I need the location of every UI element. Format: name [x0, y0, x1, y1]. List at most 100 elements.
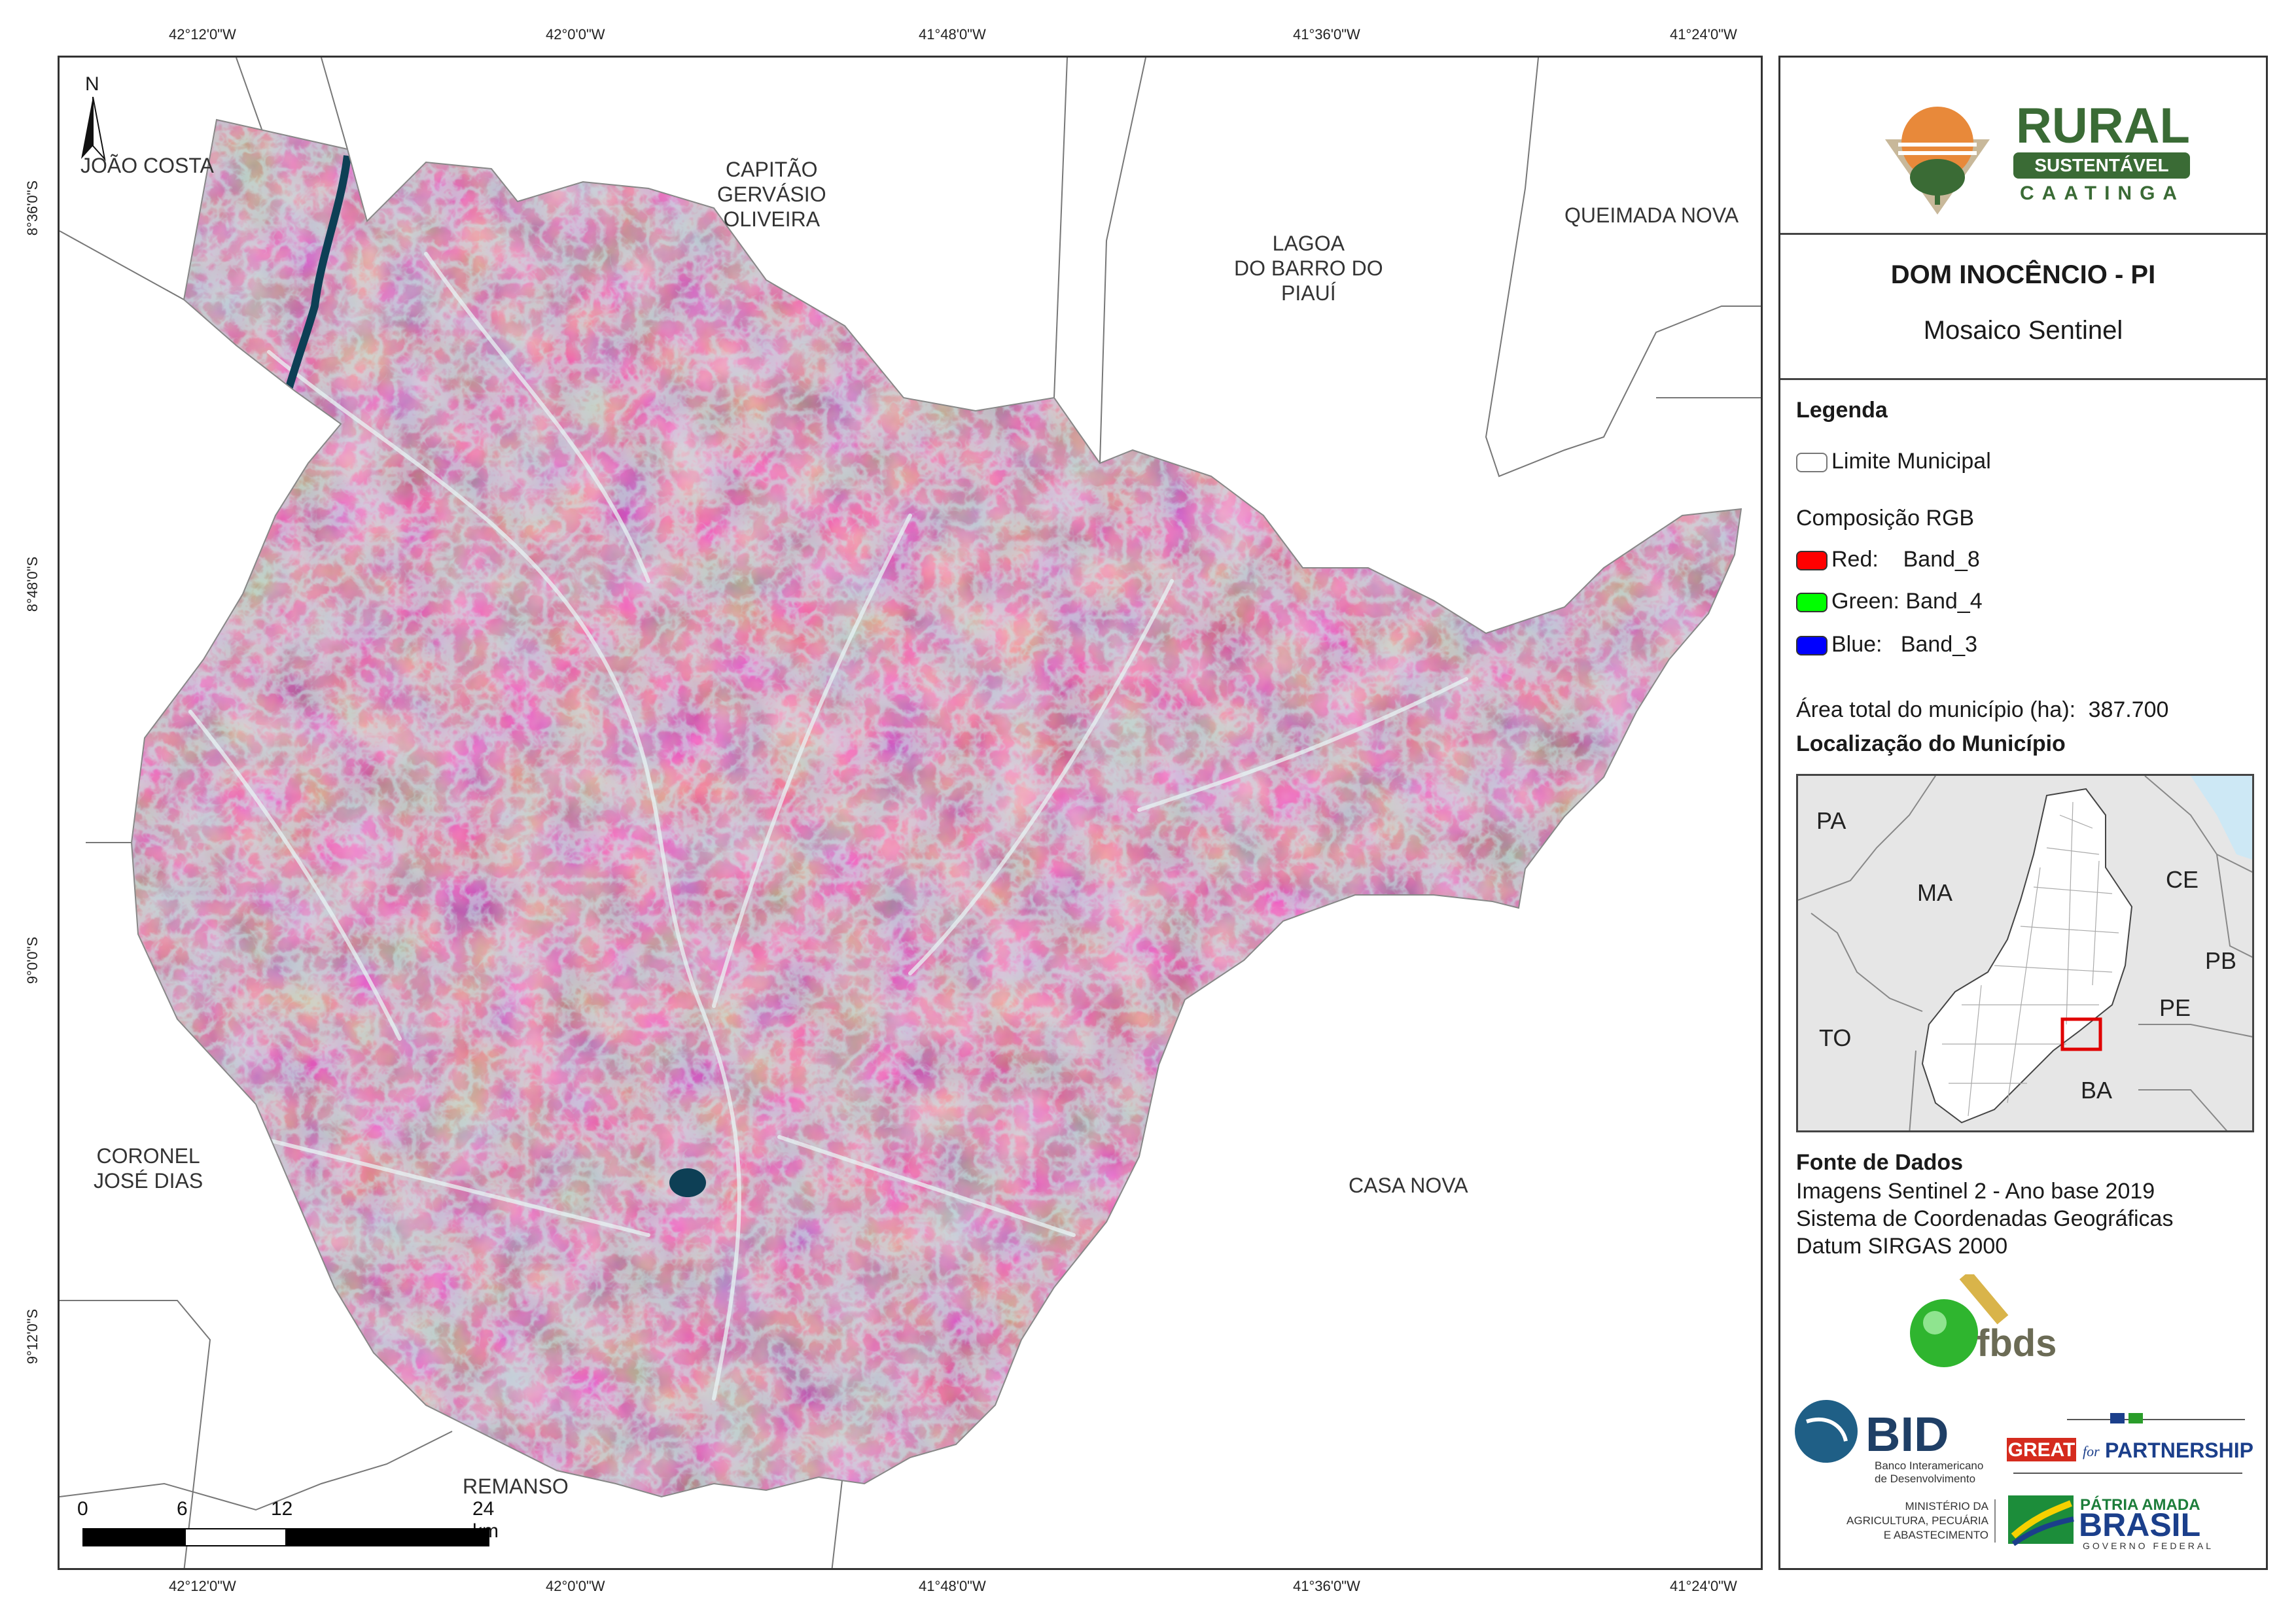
- loc-label-ba: BA: [2081, 1077, 2113, 1104]
- area-total: Área total do município (ha): 387.700: [1796, 697, 2168, 723]
- coord-left-4: 9°12'0"S: [24, 1308, 41, 1365]
- great-partnership-logo: GREAT for PARTNERSHIP: [2007, 1413, 2253, 1474]
- coord-left-2: 8°48'0"S: [24, 556, 41, 612]
- coord-left-1: 8°36'0"S: [24, 180, 41, 236]
- legend-red: Red: Band_8: [1796, 547, 1980, 572]
- scale-segment-1: [82, 1528, 185, 1546]
- coord-top-1: 42°12'0"W: [169, 26, 236, 43]
- side-panel: RURAL SUSTENTÁVEL CAATINGA DOM INOCÊNCIO…: [1778, 56, 2268, 1570]
- svg-text:BID: BID: [1865, 1407, 1949, 1461]
- svg-text:fbds: fbds: [1977, 1322, 2057, 1365]
- green-swatch: [1796, 593, 1828, 613]
- sentinel-mosaic: [132, 120, 1741, 1497]
- locator-highlight: [2060, 1017, 2102, 1051]
- source-line-3: Datum SIRGAS 2000: [1796, 1234, 2008, 1259]
- scale-bar: 0 6 12 24 km: [73, 1498, 518, 1557]
- svg-text:de Desenvolvimento: de Desenvolvimento: [1875, 1473, 1975, 1485]
- source-heading: Fonte de Dados: [1796, 1150, 1964, 1175]
- patria-amada-brasil-logo: PÁTRIA AMADA BRASIL GOVERNO FEDERAL: [2008, 1495, 2214, 1551]
- brand-word: RURAL: [2016, 98, 2190, 154]
- source-line-1: Imagens Sentinel 2 - Ano base 2019: [1796, 1179, 2155, 1204]
- sponsor-logos: fbds BID Banco Interamericano de Desenvo…: [1780, 1270, 2270, 1569]
- municipal-boundaries: [60, 58, 1761, 1568]
- coord-top-4: 41°36'0"W: [1293, 26, 1360, 43]
- municipality-boundary: [130, 118, 1742, 1498]
- svg-text:PÁTRIA AMADA: PÁTRIA AMADA: [2080, 1495, 2200, 1514]
- map-title: DOM INOCÊNCIO - PI: [1890, 260, 2156, 289]
- legend-red-label: Red: Band_8: [1831, 547, 1980, 572]
- loc-label-pb: PB: [2205, 947, 2237, 974]
- label-casa-nova: CASA NOVA: [1349, 1174, 1468, 1197]
- map-canvas: [60, 58, 1761, 1568]
- svg-text:E ABASTECIMENTO: E ABASTECIMENTO: [1884, 1529, 1988, 1541]
- label-lagoa-do-barro: LAGOA DO BARRO DO PIAUÍ: [1234, 231, 1383, 305]
- label-coronel-jose-dias: CORONEL JOSÉ DIAS: [94, 1143, 203, 1193]
- legend-boundary-label: Limite Municipal: [1831, 449, 1991, 474]
- legend-boundary: Limite Municipal: [1796, 449, 1991, 474]
- label-lagoa-line-1: LAGOA: [1272, 232, 1345, 255]
- label-capitao-gervasio-oliveira: CAPITÃO GERVÁSIO OLIVEIRA: [717, 157, 826, 232]
- legend-heading: Legenda: [1796, 398, 1888, 423]
- loc-label-to: TO: [1819, 1024, 1852, 1051]
- loc-label-ce: CE: [2166, 866, 2199, 893]
- panel-divider-1: [1780, 233, 2266, 235]
- label-lagoa-line-3: PIAUÍ: [1281, 281, 1336, 305]
- blue-swatch: [1796, 636, 1828, 656]
- north-arrow-icon: [81, 97, 106, 162]
- source-line-2: Sistema de Coordenadas Geográficas: [1796, 1206, 2174, 1231]
- label-coronel-line-1: CORONEL: [96, 1144, 200, 1168]
- svg-text:PARTNERSHIP: PARTNERSHIP: [2105, 1439, 2253, 1462]
- label-capitao-line-2: GERVÁSIO: [717, 183, 826, 206]
- label-remanso: REMANSO: [463, 1475, 569, 1498]
- coord-left-3: 9°0'0"S: [24, 936, 41, 985]
- svg-text:GOVERNO FEDERAL: GOVERNO FEDERAL: [2083, 1541, 2214, 1551]
- ministerio-logo: MINISTÉRIO DA AGRICULTURA, PECUÁRIA E AB…: [1846, 1499, 1996, 1543]
- locator-svg: [1798, 776, 2252, 1130]
- brand-sub: CAATINGA: [2020, 183, 2185, 204]
- legend-green-label: Green: Band_4: [1831, 589, 1983, 614]
- svg-text:GREAT: GREAT: [2008, 1439, 2075, 1461]
- svg-text:MINISTÉRIO DA: MINISTÉRIO DA: [1905, 1500, 1988, 1512]
- scale-segment-2: [185, 1528, 287, 1546]
- svg-text:Banco Interamericano: Banco Interamericano: [1875, 1459, 1983, 1472]
- loc-label-pa: PA: [1816, 807, 1846, 834]
- loc-label-ma: MA: [1917, 879, 1952, 906]
- boundary-swatch: [1796, 453, 1828, 473]
- label-queimada-nova: QUEIMADA NOVA: [1564, 203, 1739, 227]
- svg-text:AGRICULTURA, PECUÁRIA: AGRICULTURA, PECUÁRIA: [1846, 1514, 1989, 1527]
- sponsor-logos-svg: fbds BID Banco Interamericano de Desenvo…: [1795, 1270, 2253, 1551]
- scale-segment-3: [287, 1528, 489, 1546]
- rural-logo-icon: RURAL SUSTENTÁVEL CAATINGA: [1885, 98, 2190, 215]
- svg-text:BRASIL: BRASIL: [2079, 1507, 2200, 1543]
- north-label: N: [85, 73, 99, 95]
- coord-bottom-1: 42°12'0"W: [169, 1578, 236, 1594]
- piaui-outline: [1921, 788, 2133, 1124]
- legend-blue: Blue: Band_3: [1796, 632, 1977, 657]
- loc-label-pe: PE: [2159, 994, 2191, 1021]
- rural-sustentavel-logo: RURAL SUSTENTÁVEL CAATINGA: [1859, 94, 2199, 224]
- location-heading: Localização do Município: [1796, 731, 2066, 756]
- area-value: 387.700: [2088, 697, 2169, 722]
- coord-top-2: 42°0'0"W: [546, 26, 605, 43]
- svg-text:for: for: [2083, 1443, 2100, 1459]
- fbds-logo: fbds: [1910, 1270, 2057, 1367]
- coord-bottom-2: 42°0'0"W: [546, 1578, 605, 1594]
- coord-bottom-5: 41°24'0"W: [1670, 1578, 1737, 1594]
- coord-top-5: 41°24'0"W: [1670, 26, 1737, 43]
- label-coronel-line-2: JOSÉ DIAS: [94, 1169, 203, 1193]
- scale-tick-12: 12: [271, 1498, 293, 1520]
- map-frame[interactable]: JOÃO COSTA CAPITÃO GERVÁSIO OLIVEIRA LAG…: [58, 56, 1763, 1570]
- legend-rgb-heading: Composição RGB: [1796, 506, 1975, 531]
- scale-tick-6: 6: [177, 1498, 188, 1520]
- coord-bottom-3: 41°48'0"W: [919, 1578, 986, 1594]
- coord-bottom-4: 41°36'0"W: [1293, 1578, 1360, 1594]
- red-swatch: [1796, 551, 1828, 571]
- locator-map[interactable]: PA MA CE PB PE TO BA: [1796, 774, 2254, 1132]
- area-label: Área total do município (ha):: [1796, 697, 2076, 722]
- label-lagoa-line-2: DO BARRO DO: [1234, 256, 1383, 280]
- bid-logo: BID Banco Interamericano de Desenvolvime…: [1795, 1400, 1983, 1485]
- legend-blue-label: Blue: Band_3: [1831, 632, 1978, 657]
- scale-tick-0: 0: [77, 1498, 88, 1520]
- panel-divider-2: [1780, 378, 2266, 380]
- brand-band: SUSTENTÁVEL: [2034, 155, 2168, 175]
